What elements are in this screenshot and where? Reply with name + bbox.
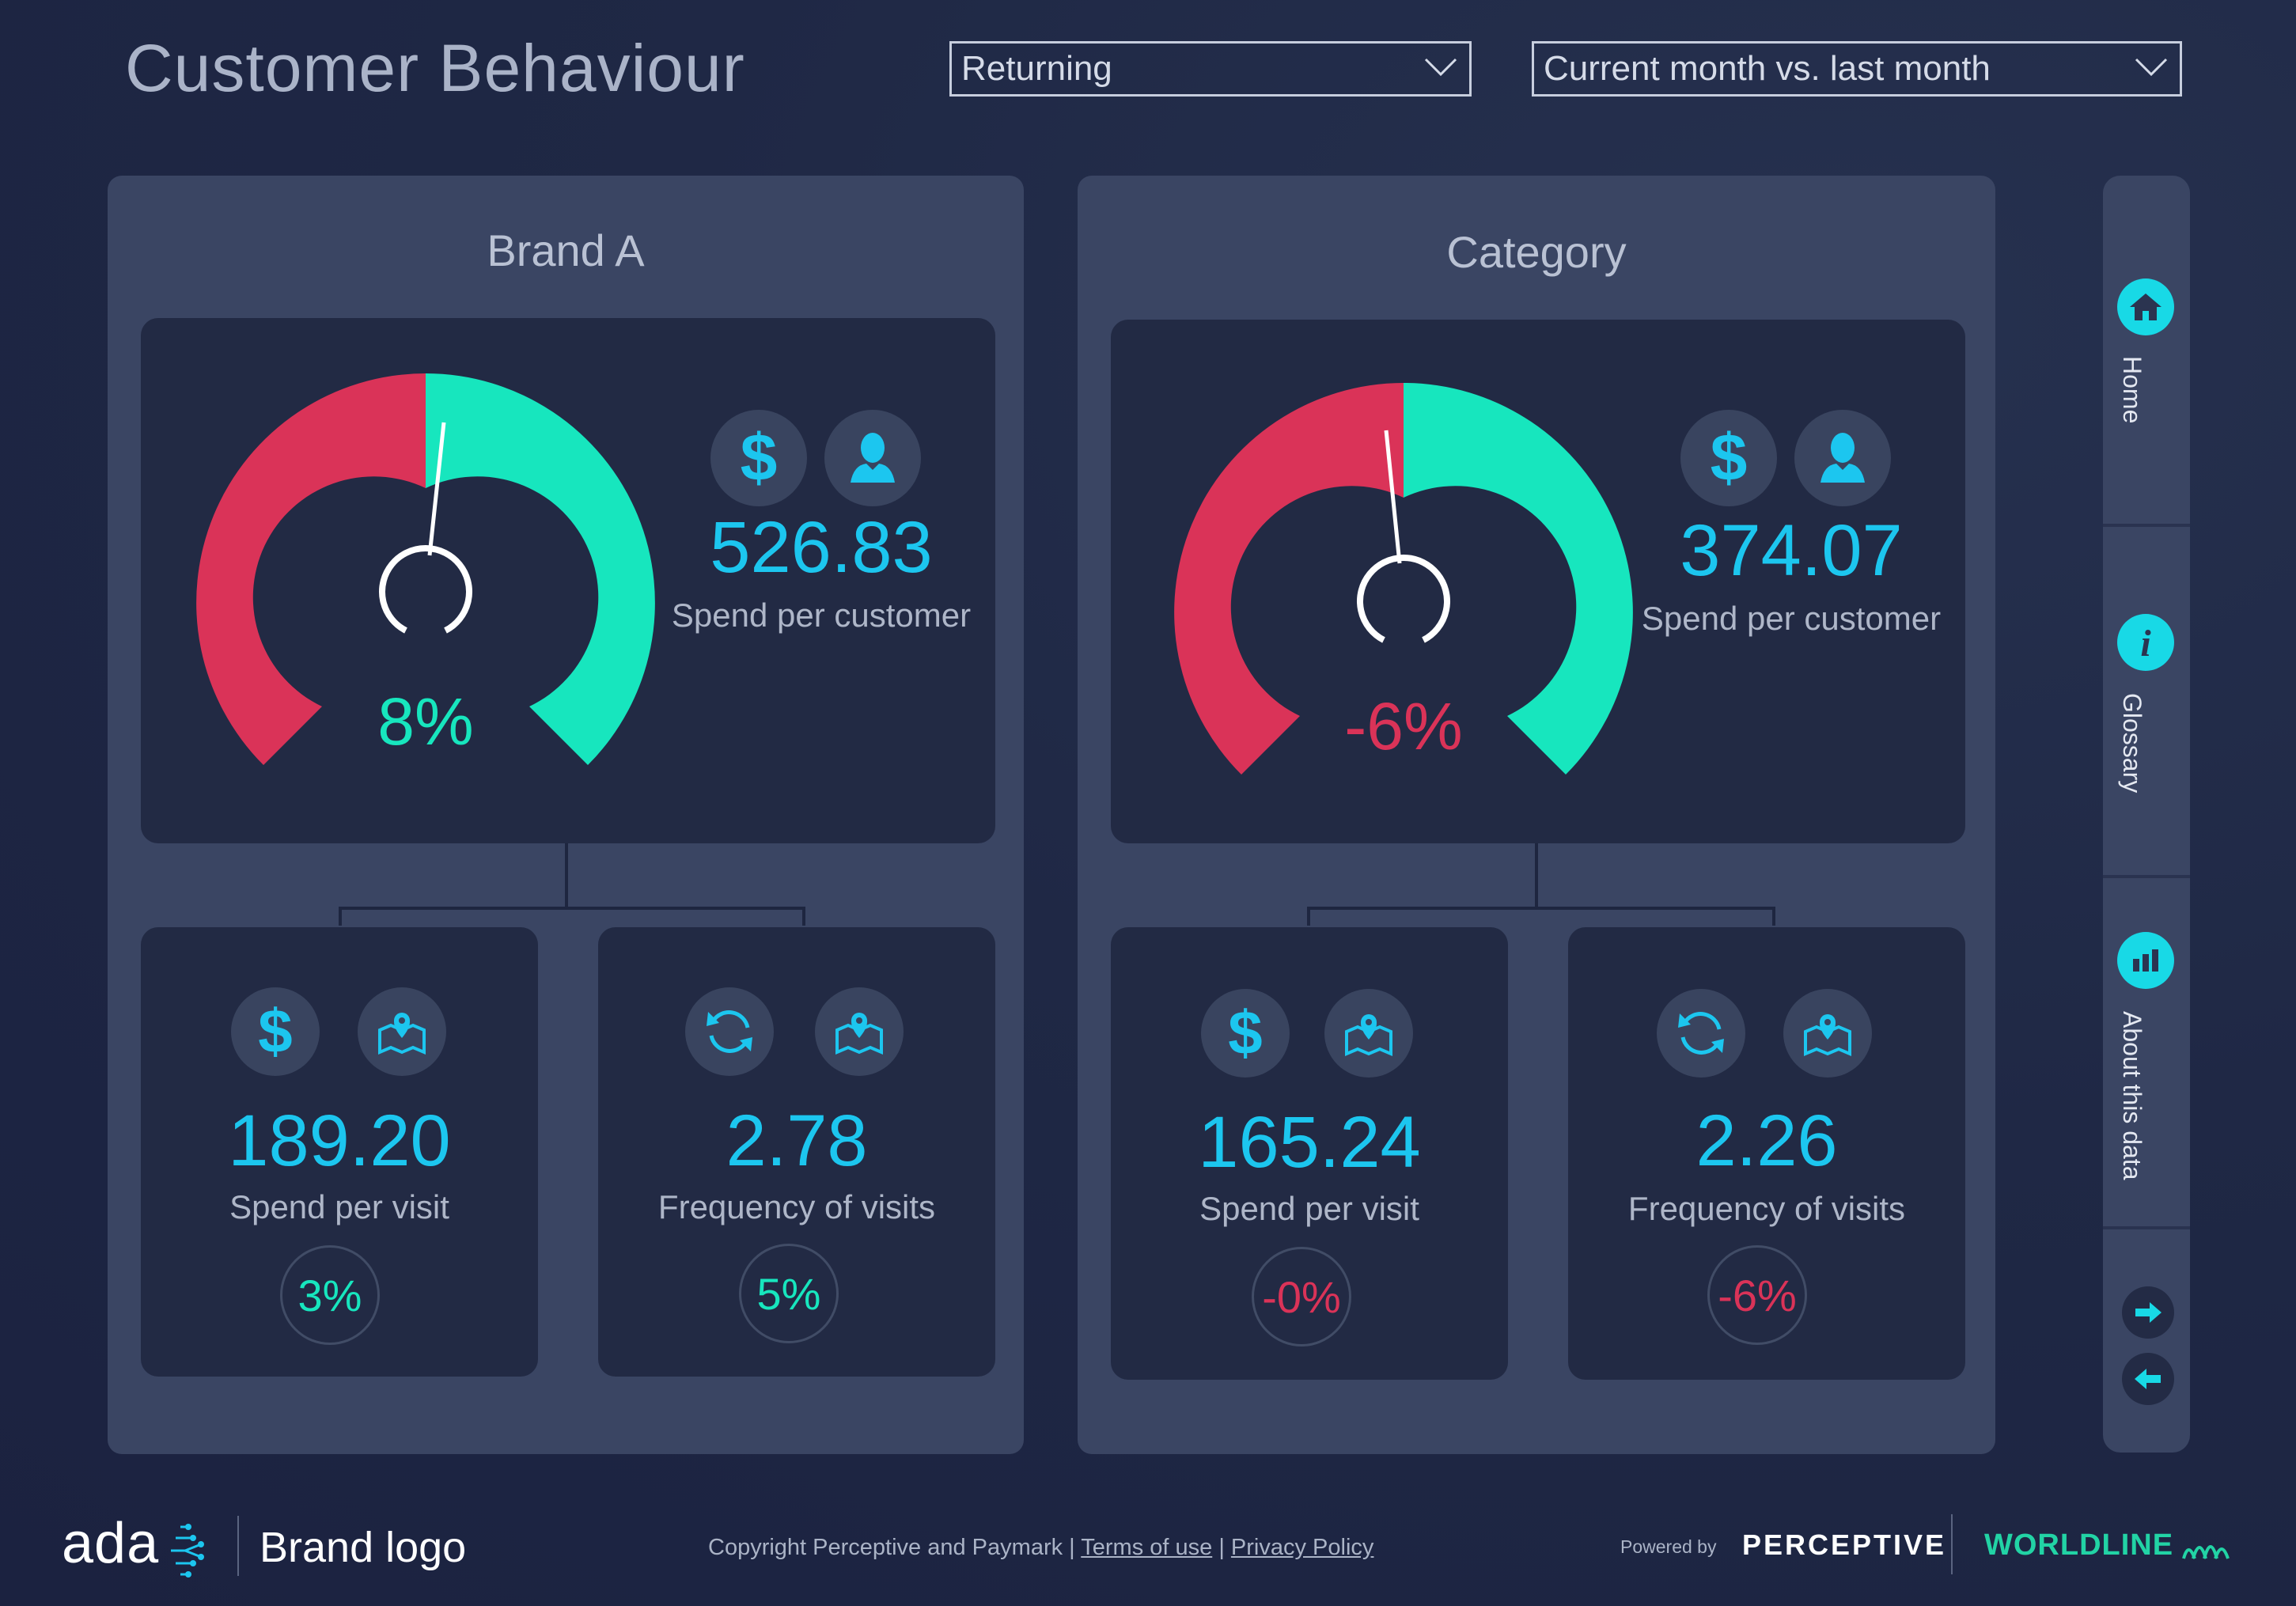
ada-logo-icon <box>171 1524 204 1578</box>
svg-text:$: $ <box>1711 425 1748 491</box>
perceptive-logo: PERCEPTIVE <box>1742 1528 1947 1561</box>
connector-line <box>1307 907 1775 926</box>
spend-per-customer-label: Spend per customer <box>671 597 972 634</box>
connector-line <box>339 907 805 926</box>
period-value: Current month vs. last month <box>1544 49 1991 88</box>
frequency-of-visits-label: Frequency of visits <box>657 1188 936 1225</box>
powered-by-label: Powered by <box>1620 1536 1717 1557</box>
sidebar-divider <box>2103 875 2190 878</box>
sidebar-label-glossary: Glossary <box>2118 693 2146 794</box>
svg-text:$: $ <box>258 1002 292 1062</box>
legal-divider: | <box>1218 1535 1225 1560</box>
spend-per-customer-label: Spend per customer <box>1641 600 1942 637</box>
spend-per-visit-card: $ 189.20 Spend per visit 3% <box>141 927 538 1377</box>
change-gauge <box>196 373 655 765</box>
gauge-hub <box>1357 555 1450 643</box>
footer-divider <box>1951 1514 1953 1574</box>
refresh-icon <box>1657 989 1745 1078</box>
frequency-of-visits-card: 2.26 Frequency of visits -6% <box>1568 927 1965 1380</box>
gauge-percentage: -6% <box>1344 689 1463 763</box>
dollar-icon: $ <box>1201 989 1290 1078</box>
chevron-down-icon <box>1424 58 1457 77</box>
panel-title: Brand A <box>487 225 645 275</box>
brand-logo: Brand logo <box>260 1524 467 1571</box>
frequency-of-visits-value: 2.26 <box>1695 1100 1838 1181</box>
spend-per-visit-label: Spend per visit <box>229 1188 449 1225</box>
map-pin-icon <box>1324 989 1413 1078</box>
spend-per-customer-value: 526.83 <box>710 507 933 588</box>
arrow-right-icon <box>2135 1302 2161 1323</box>
user-icon <box>824 410 921 506</box>
map-pin-icon <box>358 987 446 1076</box>
worldline-logo: WORLDLINE <box>1984 1528 2174 1562</box>
sidebar-nav: Home i Glossary About this data <box>2103 176 2190 1453</box>
spend-per-visit-value: 189.20 <box>228 1100 451 1181</box>
sidebar-divider <box>2103 524 2190 527</box>
period-dropdown[interactable]: Current month vs. last month <box>1532 41 2182 97</box>
panel-title: Category <box>1446 227 1627 277</box>
user-icon <box>1794 410 1891 506</box>
chevron-down-icon <box>2135 58 2168 77</box>
gauge-negative-arc <box>1174 383 1404 775</box>
bar-chart-icon <box>2117 932 2174 989</box>
sidebar-item-glossary[interactable]: i Glossary <box>2103 527 2190 875</box>
next-page-button[interactable] <box>2122 1286 2174 1339</box>
terms-of-use-link[interactable]: Terms of use <box>1081 1535 1213 1560</box>
category-panel: Category -6% $ 374.07 Spend per customer… <box>1078 176 1995 1454</box>
spend-per-visit-card: $ 165.24 Spend per visit -0% <box>1111 927 1508 1380</box>
info-icon: i <box>2117 614 2174 671</box>
copyright-text: Copyright Perceptive and Paymark | <box>708 1535 1075 1560</box>
sidebar-item-about[interactable]: About this data <box>2103 878 2190 1226</box>
spend-per-customer-card: 8% $ 526.83 Spend per customer <box>141 318 995 843</box>
home-icon <box>2117 278 2174 335</box>
change-badge: -0% <box>1252 1247 1351 1347</box>
customer-type-dropdown[interactable]: Returning <box>949 41 1472 97</box>
svg-text:$: $ <box>741 425 778 491</box>
footer-divider <box>237 1516 239 1576</box>
gauge-negative-arc <box>196 373 426 765</box>
spend-per-visit-value: 165.24 <box>1198 1102 1421 1183</box>
dollar-icon: $ <box>231 987 320 1076</box>
worldline-wave-icon <box>2182 1545 2230 1559</box>
change-badge: 3% <box>280 1245 380 1345</box>
svg-text:i: i <box>2140 623 2151 662</box>
page-title: Customer Behaviour <box>125 31 745 105</box>
frequency-of-visits-card: 2.78 Frequency of visits 5% <box>598 927 995 1377</box>
map-pin-icon <box>815 987 904 1076</box>
frequency-of-visits-label: Frequency of visits <box>1627 1190 1906 1227</box>
connector-line <box>565 843 568 910</box>
sidebar-label-about: About this data <box>2118 1011 2146 1180</box>
change-badge: -6% <box>1707 1245 1807 1345</box>
sidebar-label-home: Home <box>2118 356 2146 424</box>
refresh-icon <box>685 987 774 1076</box>
sidebar-divider <box>2103 1226 2190 1229</box>
connector-line <box>1535 843 1538 908</box>
gauge-positive-arc <box>1404 383 1633 775</box>
sidebar-item-home[interactable]: Home <box>2103 176 2190 524</box>
gauge-percentage: 8% <box>377 684 474 759</box>
gauge-positive-arc <box>426 373 655 765</box>
customer-type-value: Returning <box>961 49 1112 88</box>
frequency-of-visits-value: 2.78 <box>726 1100 868 1181</box>
footer-legal: Copyright Perceptive and Paymark | Terms… <box>708 1535 1373 1561</box>
ada-logo: ada <box>62 1511 220 1578</box>
dollar-icon: $ <box>1680 410 1777 506</box>
brand-panel: Brand A 8% $ 526.83 Spend per customer $… <box>108 176 1024 1454</box>
svg-text:$: $ <box>1228 1003 1262 1063</box>
dollar-icon: $ <box>710 410 807 506</box>
map-pin-icon <box>1783 989 1872 1078</box>
spend-per-customer-card: -6% $ 374.07 Spend per customer <box>1111 320 1965 843</box>
previous-page-button[interactable] <box>2122 1353 2174 1405</box>
arrow-left-icon <box>2135 1369 2161 1389</box>
change-gauge <box>1174 383 1633 775</box>
spend-per-visit-label: Spend per visit <box>1199 1190 1419 1227</box>
gauge-hub <box>379 545 472 634</box>
gauge-needle <box>1384 430 1402 564</box>
privacy-policy-link[interactable]: Privacy Policy <box>1230 1535 1374 1560</box>
change-badge: 5% <box>739 1244 839 1343</box>
gauge-needle <box>427 422 446 556</box>
spend-per-customer-value: 374.07 <box>1680 510 1903 591</box>
ada-logo-text: ada <box>62 1512 160 1575</box>
